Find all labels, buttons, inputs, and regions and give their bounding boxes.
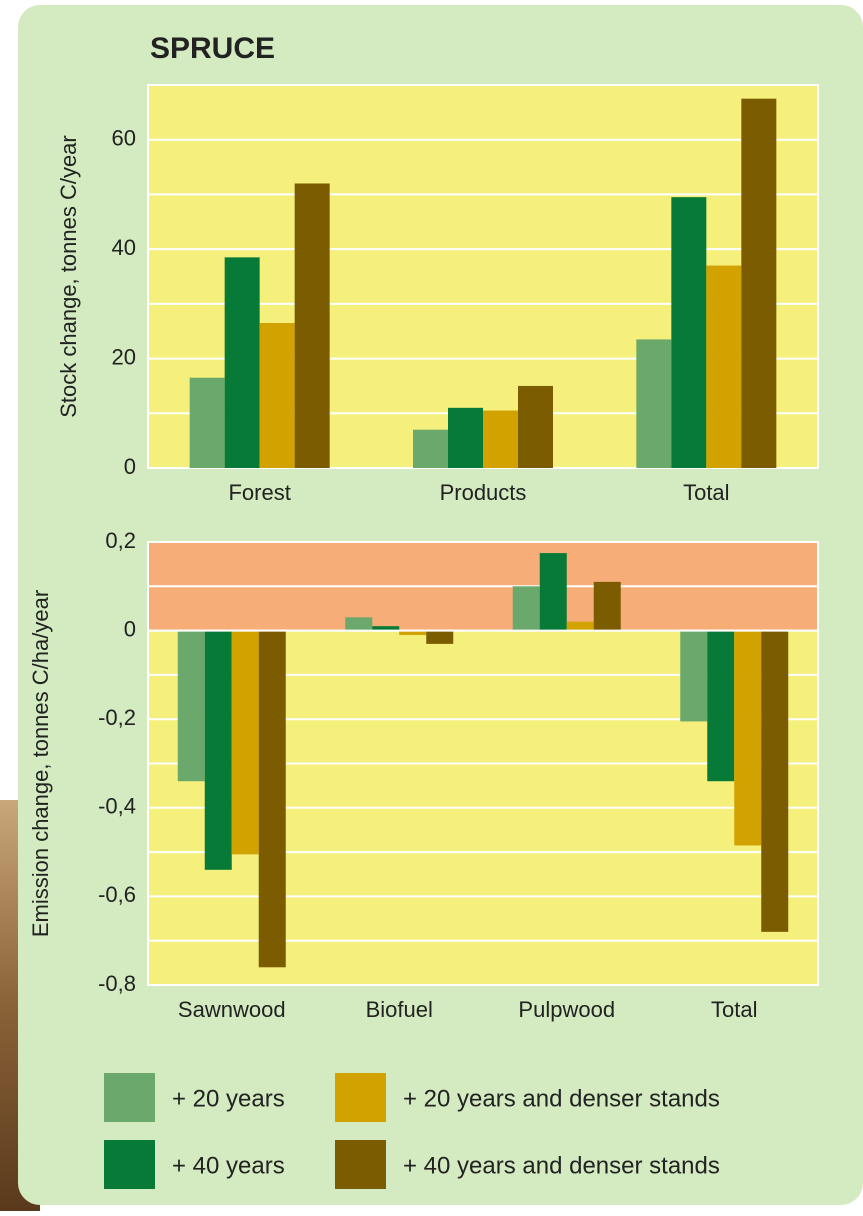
x-tick-label: Products xyxy=(440,480,527,505)
x-tick-label: Forest xyxy=(228,480,290,505)
bar xyxy=(761,630,789,932)
legend-label: + 40 years xyxy=(172,1152,285,1179)
bar xyxy=(512,586,540,631)
bar xyxy=(204,630,232,870)
y-tick-label: -0,8 xyxy=(98,971,136,996)
bar xyxy=(345,617,373,631)
bar xyxy=(539,553,567,631)
bar xyxy=(231,630,259,855)
x-tick-label: Total xyxy=(683,480,729,505)
y-tick-label: -0,2 xyxy=(98,705,136,730)
y-tick-label: 60 xyxy=(112,126,136,151)
y-axis-label: Emission change, tonnes C/ha/year xyxy=(28,590,53,937)
x-tick-label: Biofuel xyxy=(366,997,433,1022)
bar xyxy=(566,621,594,631)
bar xyxy=(413,429,448,468)
y-tick-label: 40 xyxy=(112,235,136,260)
bar xyxy=(294,183,330,468)
y-tick-label: -0,6 xyxy=(98,882,136,907)
y-tick-label: 20 xyxy=(112,344,136,369)
bar xyxy=(741,98,777,468)
bar xyxy=(706,265,742,468)
bar xyxy=(671,197,707,468)
plot-border xyxy=(147,541,819,986)
chart-title: SPRUCE xyxy=(150,32,275,65)
x-tick-label: Total xyxy=(711,997,757,1022)
bar xyxy=(224,257,260,468)
bar xyxy=(448,407,483,468)
bar xyxy=(258,630,286,968)
bar xyxy=(259,323,295,468)
y-tick-label: 0 xyxy=(124,454,136,479)
x-tick-label: Sawnwood xyxy=(178,997,286,1022)
legend-swatch xyxy=(335,1073,386,1122)
bar xyxy=(593,581,621,631)
x-tick-label: Pulpwood xyxy=(518,997,615,1022)
legend-label: + 40 years and denser stands xyxy=(403,1152,720,1179)
bar xyxy=(707,630,735,782)
legend-swatch xyxy=(104,1140,155,1189)
bar xyxy=(177,630,205,782)
bar xyxy=(734,630,762,846)
bar xyxy=(189,377,225,468)
legend-label: + 20 years xyxy=(172,1085,285,1112)
legend-swatch xyxy=(335,1140,386,1189)
bar xyxy=(483,410,518,468)
legend-swatch xyxy=(104,1073,155,1122)
legend-label: + 20 years and denser stands xyxy=(403,1085,720,1112)
bar xyxy=(372,626,400,631)
y-axis-label: Stock change, tonnes C/year xyxy=(56,135,81,418)
bar xyxy=(636,339,672,468)
bar xyxy=(518,385,553,468)
bar xyxy=(680,630,708,722)
bar xyxy=(426,630,454,644)
bar xyxy=(399,630,427,636)
y-tick-label: -0,4 xyxy=(98,794,136,819)
y-tick-label: 0 xyxy=(124,616,136,641)
y-tick-label: 0,2 xyxy=(105,528,136,553)
